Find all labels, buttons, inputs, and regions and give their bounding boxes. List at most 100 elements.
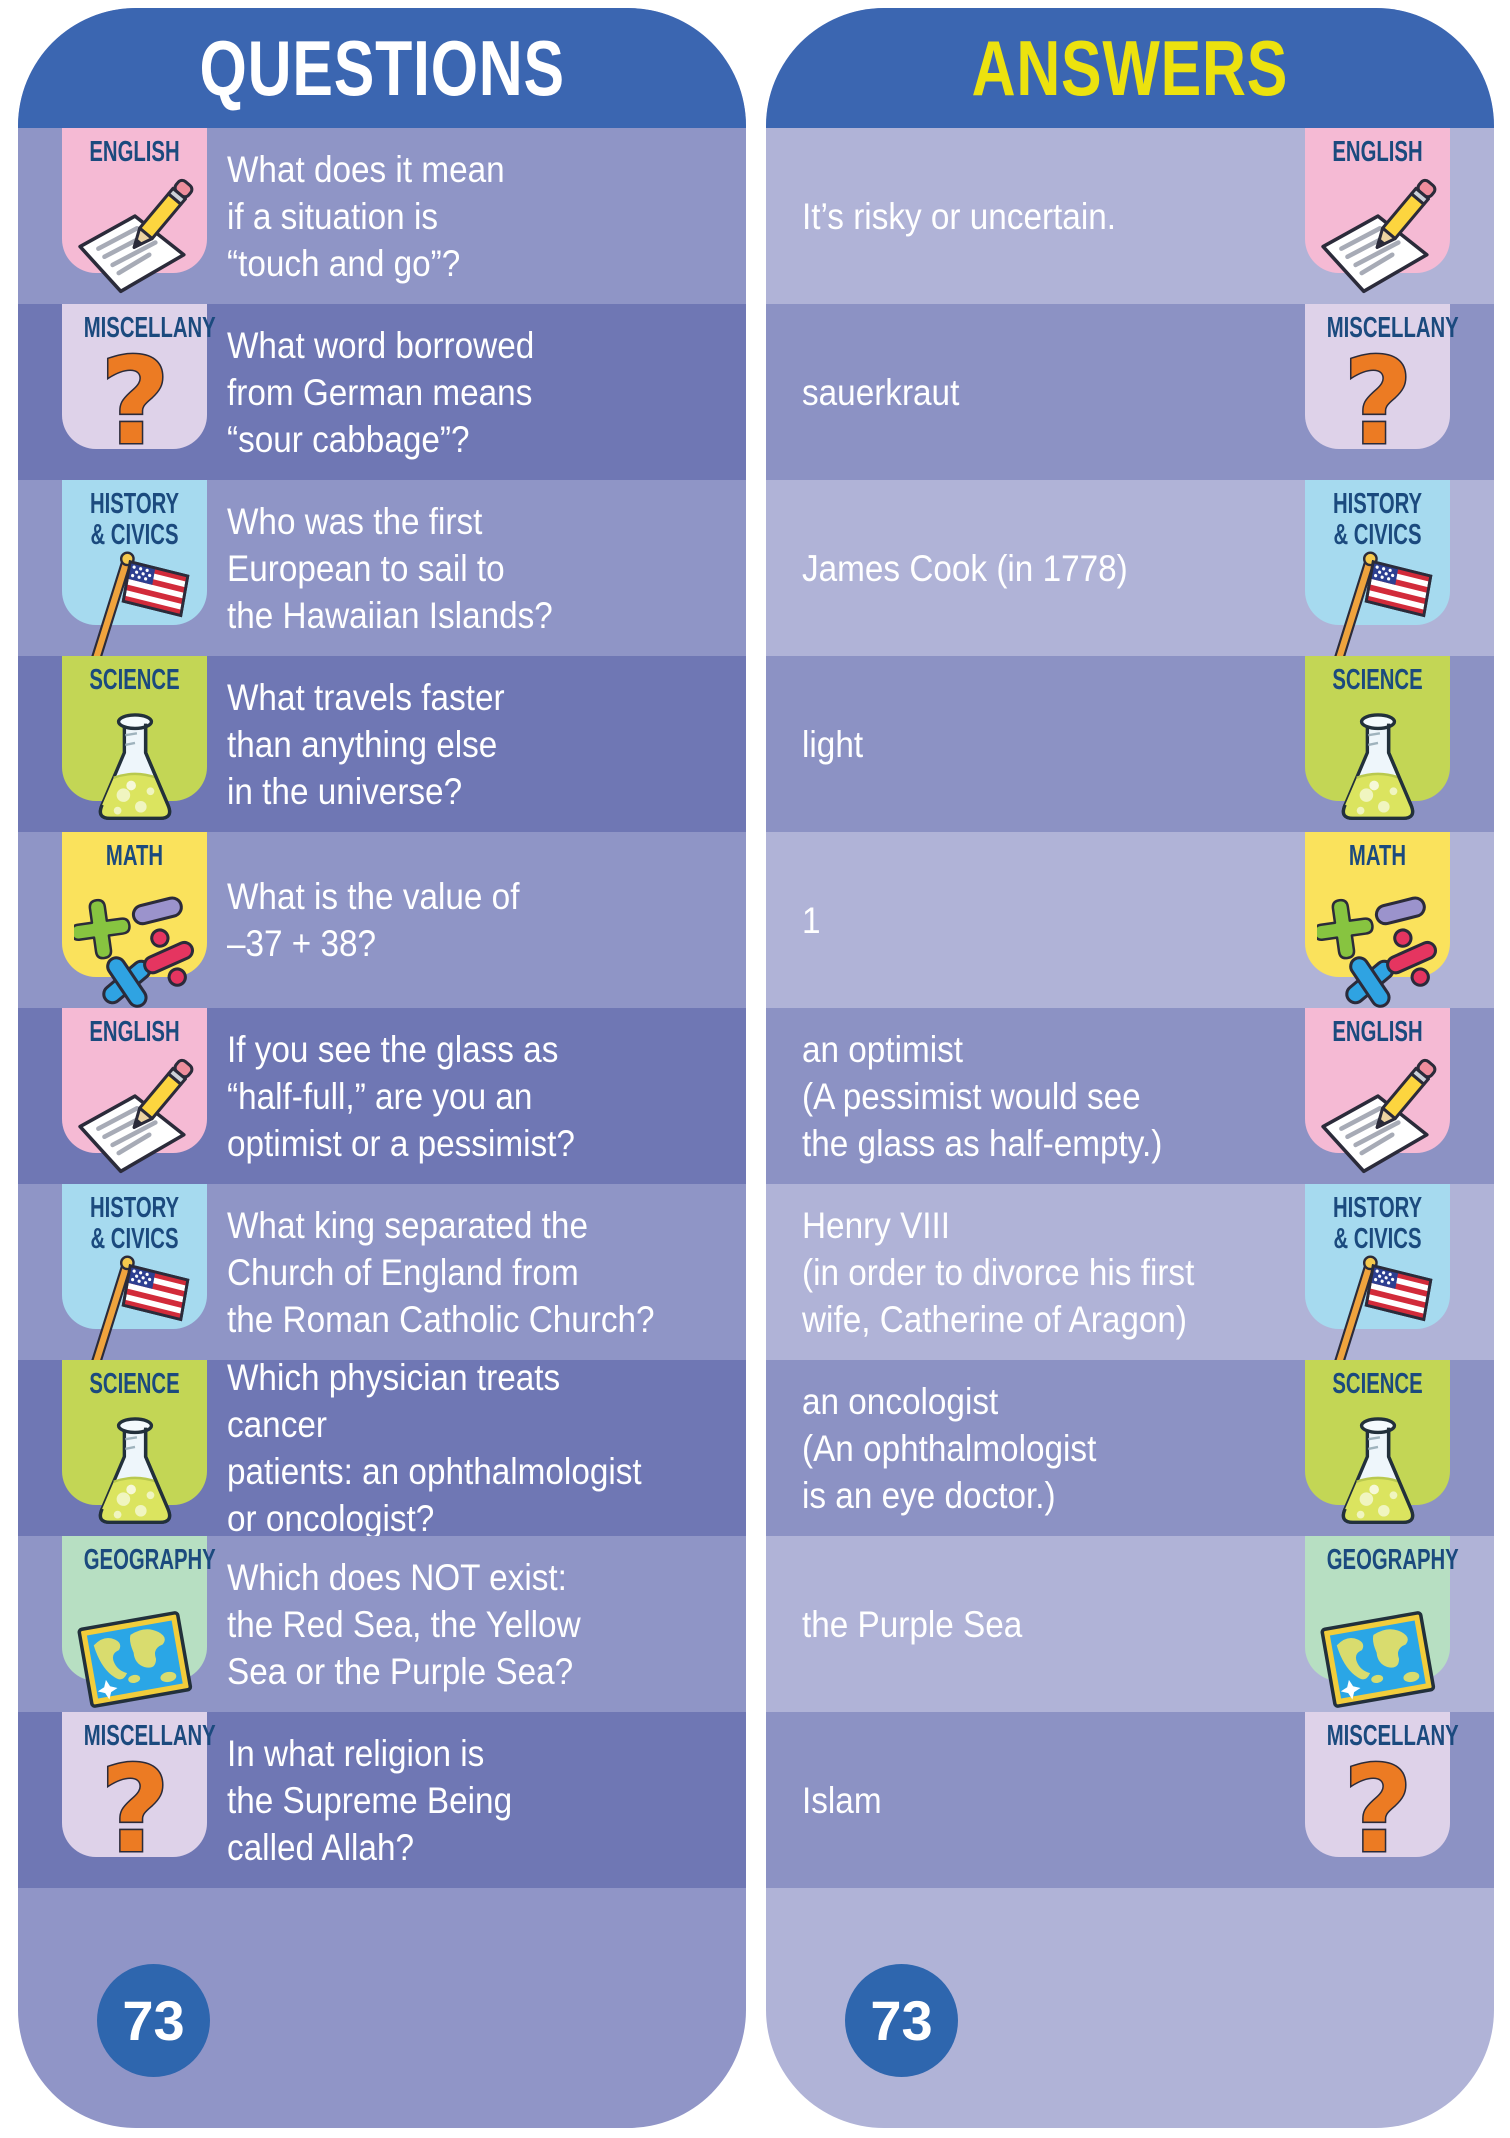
question-mark-icon <box>1317 336 1439 481</box>
category-label: ENGLISH <box>1332 1016 1423 1048</box>
answer-row: ENGLISH an optimist (A pessimist would s… <box>766 1008 1494 1184</box>
answer-text: sauerkraut <box>802 371 960 413</box>
pencil-paper-icon <box>1317 168 1439 313</box>
question-row: HISTORY & CIVICS What king separated the… <box>18 1184 746 1360</box>
category-label: ENGLISH <box>89 1016 180 1048</box>
math-symbols-icon <box>1317 878 1439 1023</box>
question-text: Who was the first European to sail to th… <box>227 500 553 636</box>
question-text: If you see the glass as “half-full,” are… <box>227 1028 575 1164</box>
question-text: Which does NOT exist: the Red Sea, the Y… <box>227 1556 581 1692</box>
answer-row: ENGLISH It’s risky or uncertain. <box>766 128 1494 304</box>
questions-header: QUESTIONS <box>18 8 746 128</box>
category-label: HISTORY & CIVICS <box>1332 488 1423 551</box>
category-label: HISTORY & CIVICS <box>89 488 180 551</box>
answer-row: MATH 1 <box>766 832 1494 1008</box>
answer-text: an optimist (A pessimist would see the g… <box>802 1028 1163 1164</box>
question-row: ENGLISH What does it mean if a situation… <box>18 128 746 304</box>
category-label: ENGLISH <box>89 136 180 168</box>
question-row: ENGLISH If you see the glass as “half-fu… <box>18 1008 746 1184</box>
flask-icon <box>1320 698 1436 843</box>
question-mark-icon <box>74 1744 196 1889</box>
question-text: In what religion is the Supreme Being ca… <box>227 1732 513 1868</box>
category-badge: MATH <box>1305 832 1450 977</box>
category-badge: SCIENCE <box>1305 1360 1450 1505</box>
category-badge: MISCELLANY <box>62 304 216 449</box>
category-badge: GEOGRAPHY <box>62 1536 216 1681</box>
answer-row: GEOGRAPHY the Purple Sea <box>766 1536 1494 1712</box>
page-number-badge: 73 <box>845 1964 958 2077</box>
category-label: MATH <box>1348 840 1407 872</box>
question-row: MISCELLANY In what religion is the Supre… <box>18 1712 746 1888</box>
questions-card: QUESTIONS ENGLISH What does it mean if a… <box>18 8 746 2128</box>
answer-text: 1 <box>802 899 821 941</box>
pencil-paper-icon <box>1317 1048 1439 1193</box>
question-mark-icon <box>1317 1744 1439 1889</box>
answers-title: ANSWERS <box>971 23 1289 112</box>
category-label: SCIENCE <box>89 1368 180 1400</box>
category-badge: ENGLISH <box>1305 128 1450 273</box>
flask-icon <box>1320 1402 1436 1547</box>
answer-text: James Cook (in 1778) <box>802 547 1128 589</box>
answer-row: MISCELLANY Islam <box>766 1712 1494 1888</box>
category-label: GEOGRAPHY <box>83 1544 216 1576</box>
category-badge: SCIENCE <box>62 656 207 801</box>
question-text: What does it mean if a situation is “tou… <box>227 148 505 284</box>
category-badge: HISTORY & CIVICS <box>62 480 207 625</box>
category-badge: GEOGRAPHY <box>1305 1536 1459 1681</box>
pencil-paper-icon <box>74 1048 196 1193</box>
question-text: What is the value of –37 + 38? <box>227 876 520 964</box>
category-badge: MISCELLANY <box>1305 1712 1459 1857</box>
category-label: ENGLISH <box>1332 136 1423 168</box>
question-row: MISCELLANY What word borrowed from Germa… <box>18 304 746 480</box>
answer-text: an oncologist (An ophthalmologist is an … <box>802 1380 1097 1516</box>
question-row: GEOGRAPHY Which does NOT exist: the Red … <box>18 1536 746 1712</box>
question-row: HISTORY & CIVICS Who was the first Europ… <box>18 480 746 656</box>
category-badge: HISTORY & CIVICS <box>1305 1184 1450 1329</box>
pencil-paper-icon <box>74 168 196 313</box>
question-row: SCIENCE Which physician treats cancer pa… <box>18 1357 746 1539</box>
question-text: What word borrowed from German means “so… <box>227 324 535 460</box>
question-text: What travels faster than anything else i… <box>227 676 505 812</box>
category-badge: MATH <box>62 832 207 977</box>
category-badge: SCIENCE <box>62 1360 207 1505</box>
question-mark-icon <box>74 336 196 481</box>
question-text: Which physician treats cancer patients: … <box>227 1357 642 1539</box>
category-badge: HISTORY & CIVICS <box>62 1184 207 1329</box>
flask-icon <box>77 698 193 843</box>
answer-text: Henry VIII (in order to divorce his firs… <box>802 1204 1195 1340</box>
category-badge: ENGLISH <box>62 1008 207 1153</box>
answers-card: ANSWERS ENGLISH It’s risky or uncertain.… <box>766 8 1494 2128</box>
category-badge: ENGLISH <box>1305 1008 1450 1153</box>
flask-icon <box>77 1402 193 1547</box>
world-map-icon <box>1316 1580 1440 1725</box>
category-label: GEOGRAPHY <box>1326 1544 1459 1576</box>
category-label: SCIENCE <box>1332 664 1423 696</box>
math-symbols-icon <box>74 878 196 1023</box>
answer-text: light <box>802 723 864 765</box>
answer-row: SCIENCE an oncologist (An ophthalmologis… <box>766 1360 1494 1536</box>
questions-title: QUESTIONS <box>199 23 565 112</box>
category-badge: MISCELLANY <box>1305 304 1459 449</box>
category-badge: HISTORY & CIVICS <box>1305 480 1450 625</box>
question-row: SCIENCE What travels faster than anythin… <box>18 656 746 832</box>
answer-text: Islam <box>802 1779 882 1821</box>
answer-row: HISTORY & CIVICS James Cook (in 1778) <box>766 480 1494 656</box>
category-badge: ENGLISH <box>62 128 207 273</box>
answer-row: SCIENCE light <box>766 656 1494 832</box>
page-number-badge: 73 <box>97 1964 210 2077</box>
answer-text: It’s risky or uncertain. <box>802 195 1117 237</box>
category-label: HISTORY & CIVICS <box>89 1192 180 1255</box>
world-map-icon <box>73 1580 197 1725</box>
category-label: HISTORY & CIVICS <box>1332 1192 1423 1255</box>
category-badge: SCIENCE <box>1305 656 1450 801</box>
question-row: MATH What is the value of –37 + 38? <box>18 832 746 1008</box>
answer-text: the Purple Sea <box>802 1603 1023 1645</box>
category-label: MATH <box>105 840 164 872</box>
answers-header: ANSWERS <box>766 8 1494 128</box>
question-text: What king separated the Church of Englan… <box>227 1204 655 1340</box>
answer-row: MISCELLANY sauerkraut <box>766 304 1494 480</box>
category-label: SCIENCE <box>89 664 180 696</box>
answer-row: HISTORY & CIVICS Henry VIII (in order to… <box>766 1184 1494 1360</box>
category-label: SCIENCE <box>1332 1368 1423 1400</box>
